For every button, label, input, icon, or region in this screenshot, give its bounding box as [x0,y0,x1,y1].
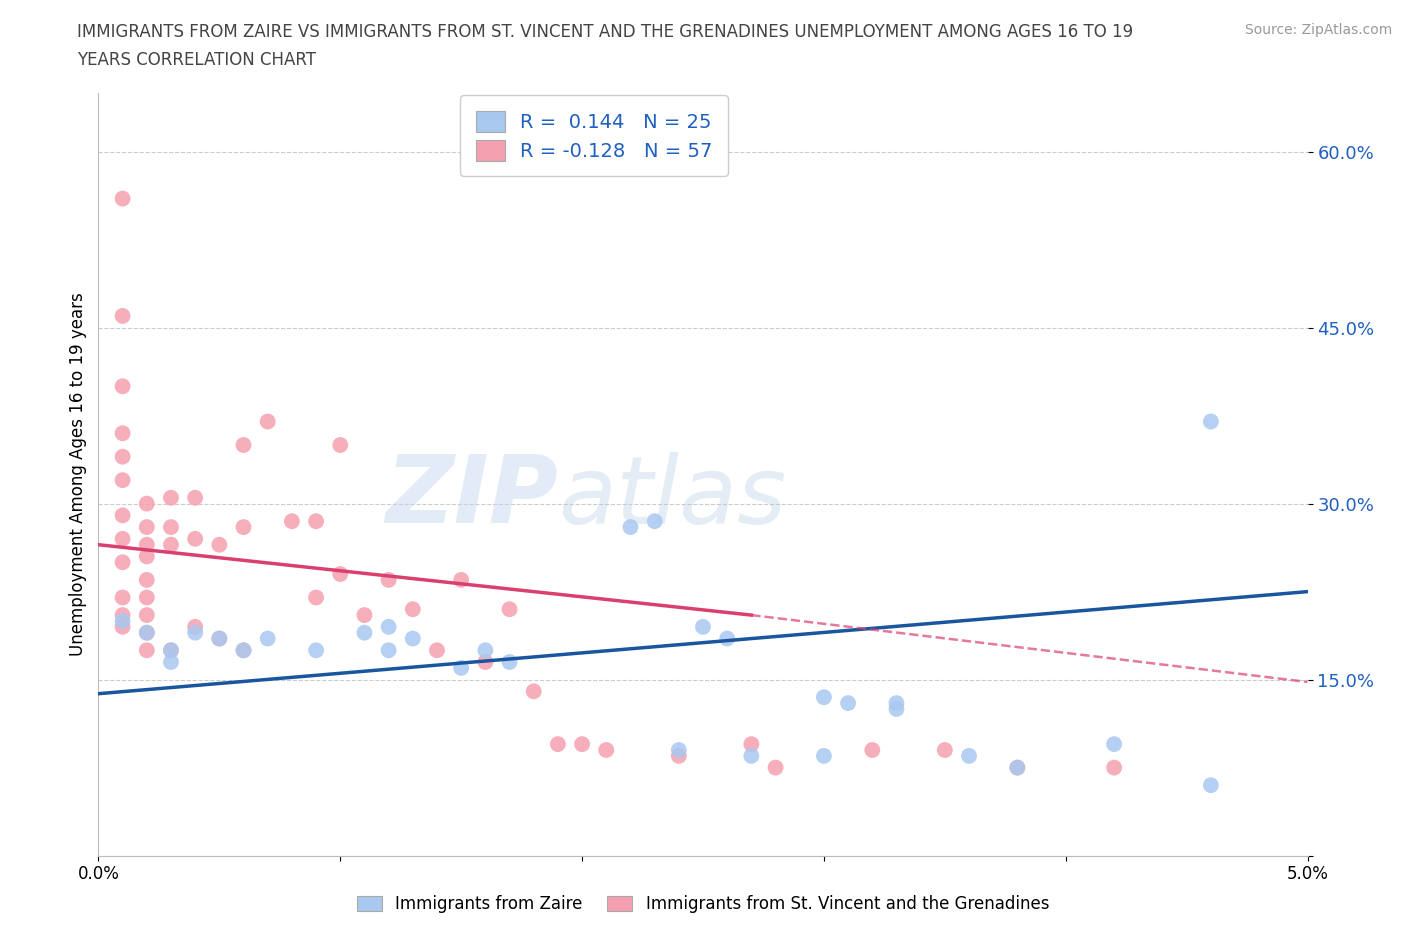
Point [498,602,520,617]
Point [595,742,617,757]
Point [402,602,425,617]
Point [111,614,134,629]
Point [135,497,157,512]
Point [692,619,714,634]
Point [450,660,472,675]
Text: YEARS CORRELATION CHART: YEARS CORRELATION CHART [77,51,316,69]
Point [256,414,278,429]
Point [377,643,399,658]
Point [765,760,787,775]
Point [474,643,496,658]
Point [934,742,956,757]
Legend: Immigrants from Zaire, Immigrants from St. Vincent and the Grenadines: Immigrants from Zaire, Immigrants from S… [349,887,1057,922]
Point [740,737,762,751]
Point [1007,760,1029,775]
Point [111,619,134,634]
Point [111,309,134,324]
Legend: R =  0.144   N = 25, R = -0.128   N = 57: R = 0.144 N = 25, R = -0.128 N = 57 [460,95,728,177]
Point [111,531,134,546]
Point [160,538,183,552]
Point [135,590,157,604]
Point [208,631,231,646]
Point [886,696,908,711]
Point [740,749,762,764]
Point [232,643,254,658]
Point [837,696,859,711]
Point [160,655,183,670]
Point [813,749,835,764]
Point [160,490,183,505]
Point [377,619,399,634]
Point [329,566,352,581]
Point [353,625,375,640]
Point [232,437,254,452]
Point [111,590,134,604]
Point [860,742,883,757]
Text: Source: ZipAtlas.com: Source: ZipAtlas.com [1244,23,1392,37]
Point [256,631,278,646]
Point [184,531,207,546]
Point [1007,760,1029,775]
Point [1102,737,1125,751]
Point [135,573,157,588]
Point [184,619,207,634]
Point [377,573,399,588]
Point [232,520,254,535]
Point [450,573,472,588]
Point [135,538,157,552]
Point [111,607,134,622]
Point [668,742,690,757]
Point [111,192,134,206]
Point [111,449,134,464]
Y-axis label: Unemployment Among Ages 16 to 19 years: Unemployment Among Ages 16 to 19 years [69,292,87,657]
Point [135,607,157,622]
Point [305,513,328,528]
Point [208,631,231,646]
Point [135,549,157,564]
Point [571,737,593,751]
Point [498,655,520,670]
Point [160,643,183,658]
Text: IMMIGRANTS FROM ZAIRE VS IMMIGRANTS FROM ST. VINCENT AND THE GRENADINES UNEMPLOY: IMMIGRANTS FROM ZAIRE VS IMMIGRANTS FROM… [77,23,1133,41]
Point [1199,777,1222,792]
Point [523,684,546,698]
Point [135,625,157,640]
Point [353,607,375,622]
Point [305,643,328,658]
Point [619,520,641,535]
Point [160,643,183,658]
Point [111,379,134,393]
Point [329,437,352,452]
Point [281,513,304,528]
Point [208,538,231,552]
Point [184,490,207,505]
Point [111,555,134,570]
Point [135,520,157,535]
Text: atlas: atlas [558,452,786,543]
Point [426,643,449,658]
Point [111,508,134,523]
Point [547,737,569,751]
Point [957,749,980,764]
Point [668,749,690,764]
Point [1199,414,1222,429]
Point [813,690,835,705]
Point [160,520,183,535]
Point [716,631,738,646]
Point [135,643,157,658]
Point [184,625,207,640]
Point [886,701,908,716]
Text: ZIP: ZIP [385,451,558,543]
Point [305,590,328,604]
Point [111,426,134,441]
Point [402,631,425,646]
Point [135,625,157,640]
Point [232,643,254,658]
Point [474,655,496,670]
Point [644,513,666,528]
Point [1102,760,1125,775]
Point [111,472,134,487]
